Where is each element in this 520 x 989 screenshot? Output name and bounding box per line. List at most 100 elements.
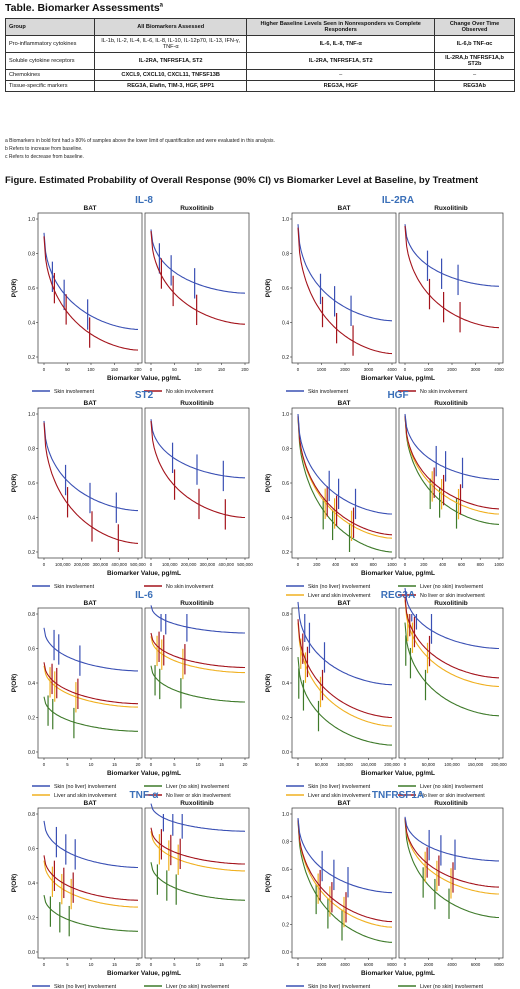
x-tick-label: 0 [150,562,153,567]
x-tick-label: 1000 [424,367,434,372]
x-tick-label: 200,000 [181,562,197,567]
x-tick-label: 200,000 [74,562,90,567]
x-tick-label: 0 [43,962,46,967]
x-tick-label: 150 [218,367,226,372]
panel-title: Ruxolitinib [180,400,214,407]
y-tick-label: 0.8 [28,447,35,453]
curve-none [150,827,245,865]
y-tick-label: 0.8 [282,612,289,618]
curve-liver_skin [297,819,393,928]
y-tick-label: 0.2 [282,550,289,556]
curve-none [297,619,392,719]
curve-noskin [43,422,139,544]
header-change-over-time: Change Over Time Observed [434,18,515,36]
curve-liver_skin [43,860,138,908]
y-axis-label: P(OR) [11,674,18,692]
x-tick-label: 0 [150,762,153,767]
curve-skin_noliver [43,627,138,672]
curve-skin [43,232,138,330]
y-tick-label: 1.0 [282,217,289,223]
curve-none [297,415,393,536]
curve-liver_skin [297,415,393,539]
x-tick-label: 600 [458,562,466,567]
x-tick-label: 20 [136,962,141,967]
panel-title: Ruxolitinib [180,205,214,212]
x-tick-label: 10 [89,762,94,767]
curve-liver_skin [404,600,500,688]
x-tick-label: 20 [243,962,248,967]
curve-noskin [404,225,500,329]
x-axis-label: Biomarker Value, pg/mL [107,770,181,777]
panel-title: BAT [338,800,351,807]
panel-frame [398,407,504,559]
biomarker-table: Group All Biomarkers Assessed Higher Bas… [5,18,515,92]
panel-title: Ruxolitinib [434,600,468,607]
x-tick-label: 0 [404,962,407,967]
y-tick-label: 1.0 [28,412,35,418]
panel-frame [291,212,397,364]
footnote-a: a Biomarkers in bold font had ≥ 80% of s… [5,138,275,144]
y-axis-label: P(OR) [11,279,18,297]
chart-title: IL-2RA [382,195,414,206]
x-tick-label: 50,000 [422,762,436,767]
legend-label: Liver (no skin) involvement [420,584,484,590]
curve-noskin [150,420,245,519]
y-tick-label: 0.6 [282,867,289,873]
y-tick-label: 0.0 [282,950,289,956]
panel-title: Ruxolitinib [180,800,214,807]
y-tick-label: 0.8 [282,840,289,846]
header-higher-baseline: Higher Baseline Levels Seen in Nonrespon… [246,18,436,36]
x-tick-label: 4000 [340,962,350,967]
x-tick-label: 600 [351,562,359,567]
x-tick-label: 150 [111,367,119,372]
x-tick-label: 400,000 [218,562,234,567]
curve-liver_skin [297,622,392,727]
x-tick-label: 15 [112,962,117,967]
x-tick-label: 50 [65,367,70,372]
legend-label: Liver (no skin) involvement [166,784,230,790]
legend-label: Skin involvement [54,584,95,590]
panel-frame [291,807,397,959]
curve-liver_noskin [297,417,393,553]
x-tick-label: 100,000 [162,562,178,567]
x-tick-label: 50,000 [315,762,329,767]
row-higher: REG3A, HGF [246,80,436,92]
curve-liver_noskin [150,665,245,703]
chart-title: ST2 [135,390,154,401]
x-tick-label: 10 [196,962,201,967]
x-tick-label: 0 [297,762,300,767]
curve-skin_noliver [150,605,245,634]
header-all-biomarkers: All Biomarkers Assessed [93,18,248,36]
x-tick-label: 500,000 [237,562,253,567]
x-tick-label: 400 [439,562,447,567]
panel-frame [37,807,143,959]
y-tick-label: 0.6 [282,481,289,487]
panel-title: Ruxolitinib [434,205,468,212]
y-axis-label: P(OR) [265,874,272,892]
table-row: Tissue-specific markers REG3A, Elafin, T… [5,80,515,92]
panel-title: BAT [84,800,97,807]
curve-skin [150,229,246,294]
x-tick-label: 20 [243,762,248,767]
x-axis-label: Biomarker Value, pg/mL [361,570,435,577]
table-title: Table. Biomarker Assessmentsa [5,2,163,14]
x-tick-label: 2000 [424,962,434,967]
legend-label: Skin (no liver) involvement [308,784,371,790]
x-tick-label: 100 [87,367,95,372]
curve-none [404,596,499,679]
chart-title: TNF-α [130,790,160,801]
x-axis-label: Biomarker Value, pg/mL [361,970,435,977]
legend-label: No liver or skin involvement [166,793,231,799]
panel-title: Ruxolitinib [180,600,214,607]
x-tick-label: 6000 [471,962,481,967]
panel-frame [291,407,397,559]
x-tick-label: 4000 [447,962,457,967]
panel-title: BAT [338,400,351,407]
y-tick-label: 0.4 [282,895,289,901]
x-tick-label: 100,000 [444,762,460,767]
y-axis-label: P(OR) [11,474,18,492]
curve-none [43,662,138,705]
x-tick-label: 2000 [317,962,327,967]
footnote-b: b Refers to increase from baseline. [5,146,83,152]
